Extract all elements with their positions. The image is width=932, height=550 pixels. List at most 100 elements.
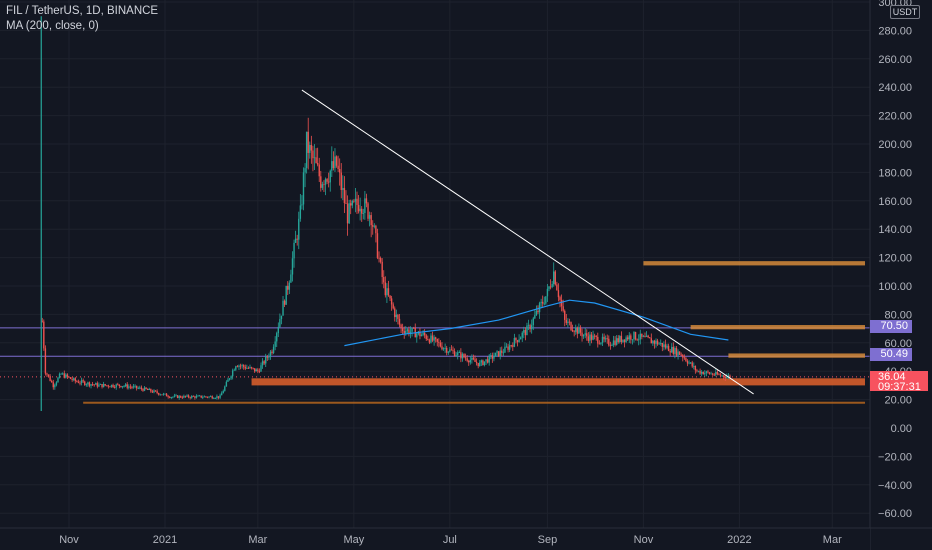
candle-body <box>542 301 544 304</box>
candle-body <box>294 238 297 243</box>
candle-body <box>466 358 468 361</box>
candle-body <box>442 348 445 350</box>
time-axis[interactable]: Nov 2021 Mar May Jul Sep Nov 2022 Mar <box>0 527 932 550</box>
candle-body <box>258 371 261 373</box>
price-zone <box>83 401 865 404</box>
candle-body <box>452 350 454 352</box>
candle-body <box>276 333 278 342</box>
candle-body <box>139 387 141 389</box>
candle-body <box>189 397 191 399</box>
candle-body <box>427 338 429 340</box>
y-tick-label: 140.00 <box>878 224 912 236</box>
candle-body <box>524 330 527 336</box>
candle-body <box>321 184 324 188</box>
candle-body <box>604 338 607 340</box>
price-axis[interactable]: −60.00−40.00−20.000.0020.0040.0060.0080.… <box>869 0 932 550</box>
candle-body <box>213 398 215 400</box>
candle-body <box>370 215 372 226</box>
candle-body <box>559 297 561 301</box>
candle-body <box>630 335 632 340</box>
candle-body <box>619 335 621 342</box>
candle-body <box>364 198 366 213</box>
candle-body <box>85 384 88 386</box>
candle-body <box>351 200 353 206</box>
candle-body <box>587 336 590 341</box>
candle-body <box>567 321 569 323</box>
candle-body <box>356 198 358 205</box>
candle-body <box>485 359 487 362</box>
candle-body <box>219 395 221 398</box>
candle-body <box>674 347 676 354</box>
x-tick-label: Nov <box>59 534 79 546</box>
candle-body <box>216 396 218 398</box>
candle-body <box>173 395 176 397</box>
y-tick-label: 280.00 <box>878 25 912 37</box>
candle-body <box>677 351 679 356</box>
candle-body <box>307 131 309 153</box>
candle-body <box>639 333 641 340</box>
candle-body <box>170 397 172 399</box>
candle-body <box>537 310 539 313</box>
candle-body <box>497 351 500 357</box>
candle-body <box>354 198 357 202</box>
candle-body <box>482 360 484 366</box>
candle-body <box>203 396 206 398</box>
currency-unit-badge[interactable]: USDT <box>890 5 920 19</box>
candle-body <box>412 327 415 329</box>
candle-body <box>296 238 298 240</box>
candle-body <box>120 385 122 388</box>
candle-body <box>137 388 139 389</box>
candle-body <box>198 395 201 397</box>
candle-body <box>115 384 117 388</box>
candle-body <box>556 284 558 291</box>
ma-layer <box>344 299 729 347</box>
candle-body <box>543 303 545 305</box>
candle-body <box>562 306 564 311</box>
candle-body <box>280 315 283 320</box>
candle-body <box>266 356 268 358</box>
y-tick-label: 120.00 <box>878 253 912 265</box>
candle-body <box>505 346 508 348</box>
candle-body <box>113 386 116 388</box>
candle-body <box>287 285 289 290</box>
candle-body <box>91 384 94 386</box>
candle-body <box>707 371 709 373</box>
candle-body <box>151 391 154 393</box>
ma-200-line <box>344 299 729 347</box>
candle-body <box>449 349 451 352</box>
candle-body <box>535 310 538 316</box>
candle-body <box>293 242 295 259</box>
candle-body <box>434 337 437 339</box>
candle-body <box>565 319 568 323</box>
candle-body <box>246 367 248 369</box>
symbol-title[interactable]: FIL / TetherUS, 1D, BINANCE <box>6 5 159 17</box>
x-tick-label: Mar <box>248 534 267 546</box>
candle-body <box>320 176 322 188</box>
x-tick-label: May <box>343 534 364 546</box>
candle-body <box>683 357 686 359</box>
y-tick-label: 300.00 <box>878 0 912 9</box>
candle-body <box>208 396 210 398</box>
candle-body <box>420 334 423 337</box>
candle-body <box>131 386 133 388</box>
candle-body <box>244 366 246 369</box>
x-tick-label: 2021 <box>153 534 177 546</box>
candle-body <box>236 366 239 368</box>
candle-body <box>367 203 369 219</box>
candle-body <box>82 380 84 382</box>
candle-body <box>475 361 478 363</box>
candle-body <box>491 355 494 359</box>
candle-body <box>102 384 105 388</box>
candle-body <box>101 384 103 388</box>
candle-body <box>181 397 184 399</box>
candle-body <box>705 371 708 374</box>
candle-body <box>479 362 481 367</box>
candle-body <box>711 373 714 375</box>
candle-body <box>721 375 723 377</box>
indicator-label[interactable]: MA (200, close, 0) <box>6 20 99 32</box>
candle-body <box>260 365 262 372</box>
candle-body <box>309 144 311 153</box>
candle-body <box>376 233 379 258</box>
candle-body <box>315 157 317 164</box>
